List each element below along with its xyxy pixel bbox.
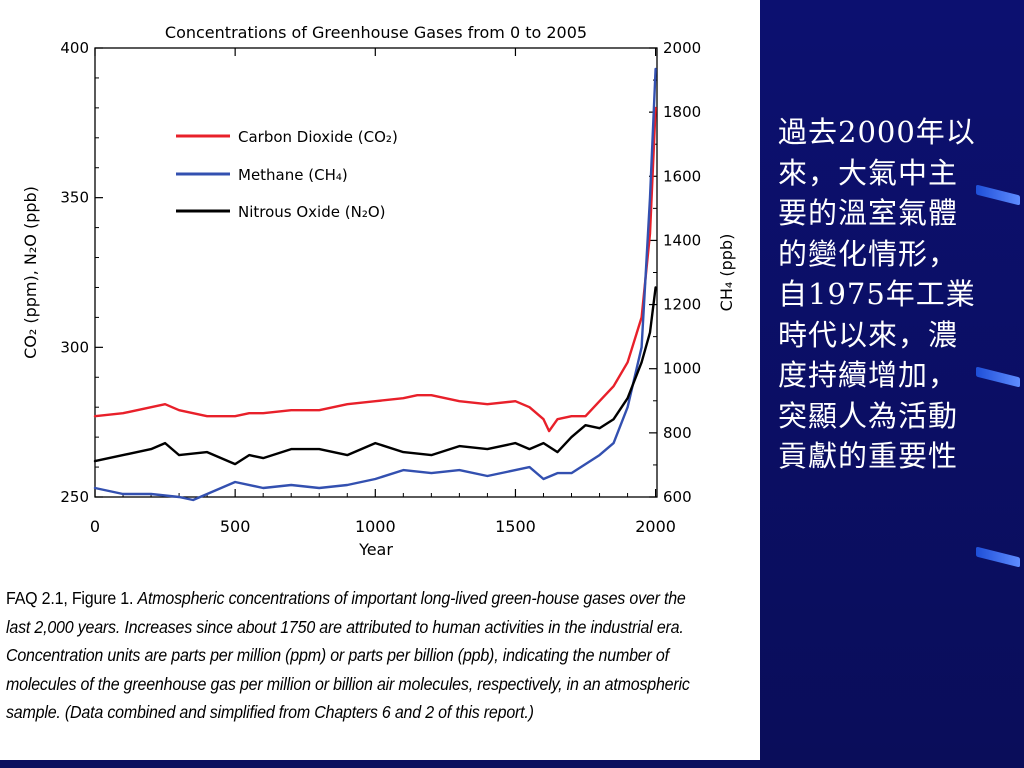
- chart-title: Concentrations of Greenhouse Gases from …: [165, 23, 587, 42]
- legend-n2o-label: Nitrous Oxide (N₂O): [238, 203, 386, 221]
- y-right-axis-label: CH₄ (ppb): [717, 234, 736, 312]
- y-right-tick-label: 2000: [663, 39, 701, 57]
- co2-line: [93, 106, 657, 433]
- x-tick-label: 2000: [635, 517, 676, 536]
- y-right-tick-label: 1000: [663, 360, 701, 378]
- caption-body: Atmospheric concentrations of important …: [6, 588, 690, 722]
- figure-panel: Concentrations of Greenhouse Gases from …: [0, 0, 760, 760]
- x-tick-label: 500: [220, 517, 251, 536]
- y-right-tick-label: 1200: [663, 296, 701, 314]
- legend-co2-label: Carbon Dioxide (CO₂): [238, 128, 398, 146]
- x-tick-label: 0: [90, 517, 100, 536]
- right-panel-background: [760, 0, 1024, 768]
- plot-frame: [94, 47, 658, 498]
- y-right-tick-label: 1400: [663, 231, 701, 249]
- y-left-tick-label: 300: [60, 338, 89, 356]
- n2o-line: [93, 286, 657, 466]
- y-right-tick-label: 1800: [663, 103, 701, 121]
- y-left-tick-label: 400: [60, 39, 89, 57]
- y-left-tick-label: 250: [60, 488, 89, 506]
- figure-caption: FAQ 2.1, Figure 1. Atmospheric concentra…: [6, 584, 699, 727]
- greenhouse-chart: Concentrations of Greenhouse Gases from …: [21, 23, 736, 559]
- legend-ch4-label: Methane (CH₄): [238, 166, 348, 184]
- ch4-line: [93, 67, 657, 502]
- side-description: 過去2000年以來，大氣中主要的溫室氣體的變化情形，自1975年工業時代以來，濃…: [778, 115, 976, 473]
- x-tick-label: 1500: [495, 517, 536, 536]
- y-left-tick-label: 350: [60, 189, 89, 207]
- x-axis-label: Year: [358, 540, 393, 559]
- y-right-tick-label: 1600: [663, 167, 701, 185]
- y-right-tick-label: 600: [663, 488, 692, 506]
- y-left-axis-label: CO₂ (ppm), N₂O (ppb): [21, 186, 40, 359]
- caption-lead: FAQ 2.1, Figure 1.: [6, 588, 134, 608]
- x-tick-label: 1000: [355, 517, 396, 536]
- y-right-tick-label: 800: [663, 424, 692, 442]
